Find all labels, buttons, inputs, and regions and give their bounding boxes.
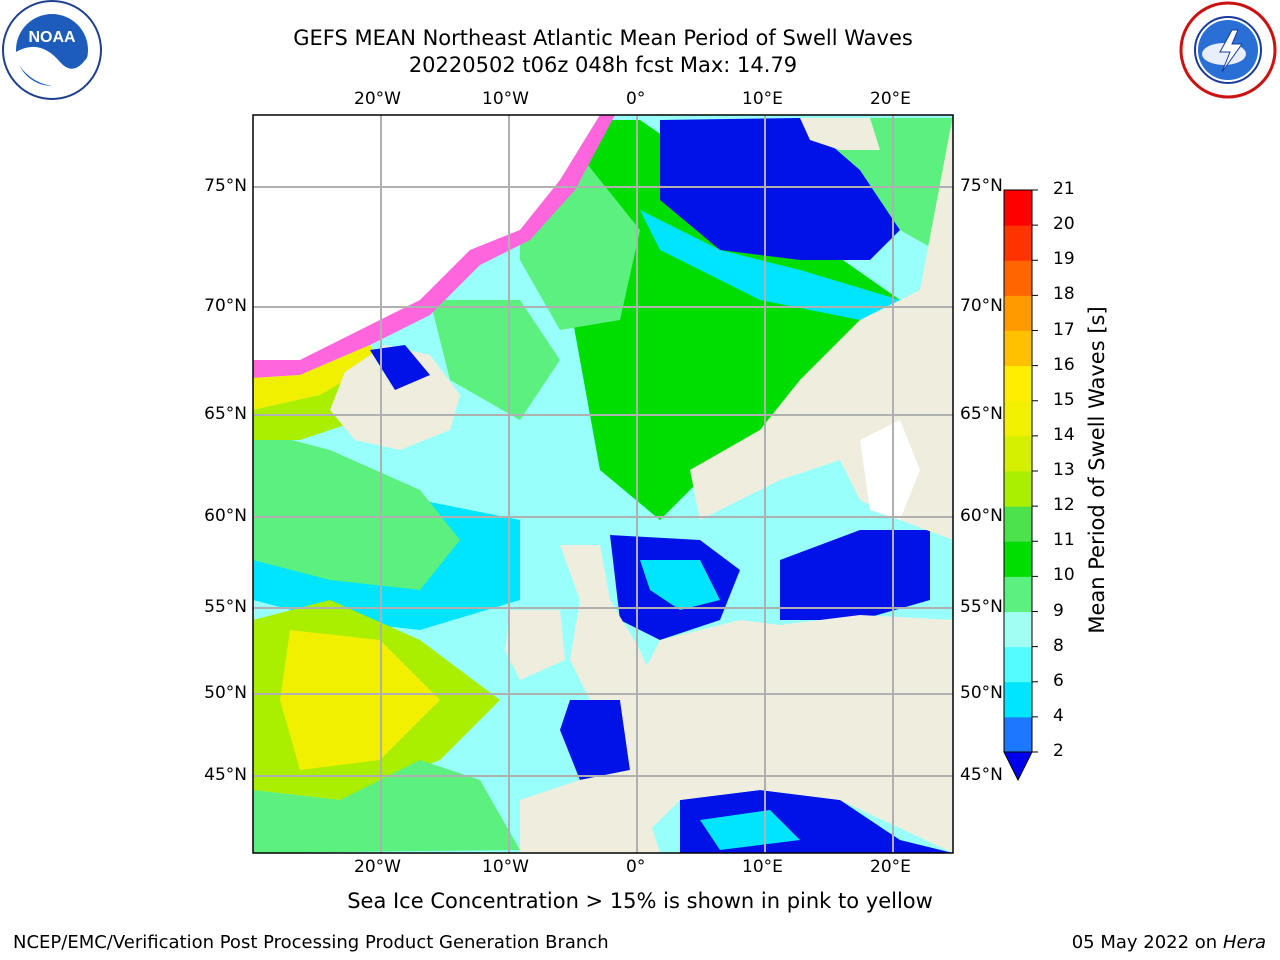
lat-label-right: 60°N	[960, 506, 1003, 526]
colorbar-tick-label: 20	[1053, 214, 1075, 235]
colorbar-segment	[1004, 295, 1032, 331]
colorbar-tick-label: 9	[1053, 600, 1064, 621]
lat-label-right: 75°N	[960, 176, 1003, 196]
colorbar-segment	[1004, 365, 1032, 402]
lon-label-bottom: 0°	[626, 857, 646, 877]
lon-label-top: 20°W	[354, 89, 401, 109]
colorbar-tick-label: 8	[1053, 635, 1064, 656]
colorbar-segment	[1004, 190, 1032, 226]
iberia-land	[520, 780, 660, 853]
colorbar-tick-label: 4	[1053, 705, 1064, 726]
swell-zone-cyan	[700, 810, 800, 850]
colorbar-segment	[1004, 646, 1032, 683]
ireland-land	[505, 610, 565, 680]
iceland-land	[330, 345, 460, 450]
lon-label-top: 0°	[626, 89, 646, 109]
colorbar-tick-label: 13	[1053, 460, 1075, 480]
swell-zone-deepblue	[560, 700, 630, 780]
colorbar-tick-label: 19	[1053, 249, 1075, 270]
swell-zone-cyan	[640, 210, 953, 330]
colorbar-tick-label: 16	[1053, 354, 1075, 375]
nws-logo-icon	[1176, 0, 1280, 100]
colorbar-tick-label: 10	[1053, 565, 1075, 586]
great-britain-land	[560, 545, 660, 700]
swell-zone-yellow	[280, 630, 440, 770]
colorbar-segment	[1004, 400, 1032, 437]
swell-zone-lightgreen	[800, 118, 953, 260]
chart-subtitle: 20220502 t06z 048h fcst Max: 14.79	[408, 53, 798, 77]
lon-label-bottom: 10°W	[482, 857, 529, 877]
baltic-ice-area	[860, 420, 920, 520]
footer-date: 05 May 2022 on Hera	[1072, 932, 1266, 953]
colorbar-segment	[1004, 576, 1032, 612]
colorbar-tick-label: 11	[1053, 530, 1075, 551]
lat-label-right: 70°N	[960, 296, 1003, 316]
colorbar-segment	[1004, 471, 1032, 507]
lon-label-bottom: 20°E	[870, 857, 911, 877]
swell-zone-lightgreen	[253, 430, 460, 590]
lon-label-bottom: 10°E	[742, 857, 783, 877]
colorbar-tick-label: 17	[1053, 319, 1075, 340]
footer-host: Hera	[1222, 932, 1266, 953]
svg-text:NOAA: NOAA	[28, 29, 76, 46]
swell-zone-deepblue	[660, 118, 900, 260]
chart-title: GEFS MEAN Northeast Atlantic Mean Period…	[293, 26, 913, 50]
colorbar-tick-label: 14	[1053, 424, 1075, 445]
lat-label-left: 50°N	[204, 683, 247, 703]
lat-label-left: 45°N	[204, 765, 247, 785]
lat-label-left: 60°N	[204, 506, 247, 526]
colorbar-tick-label: 18	[1053, 284, 1075, 305]
colorbar-segment	[1004, 716, 1032, 753]
lon-label-top: 10°W	[482, 89, 529, 109]
sea-ice-caption: Sea Ice Concentration > 15% is shown in …	[0, 889, 1280, 913]
lon-label-top: 20°E	[870, 89, 911, 109]
colorbar-segment	[1004, 435, 1032, 472]
noaa-logo-icon: NOAA	[0, 0, 104, 104]
footer-branch: NCEP/EMC/Verification Post Processing Pr…	[13, 932, 609, 953]
sea-ice-yellow	[253, 345, 380, 410]
lat-label-left: 75°N	[204, 176, 247, 196]
lat-label-left: 65°N	[204, 404, 247, 424]
colorbar-tick-label: 6	[1053, 670, 1064, 691]
colorbar-segment	[1004, 225, 1032, 261]
colorbar-label: Mean Period of Swell Waves [s]	[1085, 306, 1109, 634]
colorbar-segment	[1004, 260, 1032, 296]
lat-label-right: 65°N	[960, 404, 1003, 424]
colorbar-segment	[1004, 506, 1032, 542]
lon-label-bottom: 20°W	[354, 857, 401, 877]
colorbar-segment	[1004, 330, 1032, 367]
lat-label-right: 45°N	[960, 765, 1003, 785]
swell-zone-lightgreen	[430, 300, 560, 420]
lat-label-right: 50°N	[960, 683, 1003, 703]
colorbar-extend-arrow	[1003, 751, 1033, 782]
colorbar-tick-label: 2	[1053, 741, 1064, 761]
colorbar-tick-label: 15	[1053, 389, 1075, 410]
lon-label-top: 10°E	[742, 89, 783, 109]
colorbar-segment	[1004, 541, 1032, 577]
colorbar-segment	[1004, 611, 1032, 648]
map-layers	[253, 115, 953, 853]
swell-zone-cyan	[640, 560, 720, 610]
lat-label-right: 55°N	[960, 597, 1003, 617]
caption-text: Sea Ice Concentration > 15% is shown in …	[347, 889, 933, 913]
colorbar-segment	[1004, 681, 1032, 718]
map-frame	[252, 114, 954, 854]
lat-label-left: 70°N	[204, 296, 247, 316]
greenland-ice-area	[253, 115, 600, 360]
svalbard-land	[800, 118, 880, 150]
footer-date-text: 05 May 2022 on	[1071, 932, 1218, 953]
swell-zone-lightgreen	[253, 760, 520, 853]
colorbar-tick-label: 21	[1053, 179, 1075, 199]
swell-zone-deepblue	[370, 345, 430, 390]
colorbar-tick-label: 12	[1053, 495, 1075, 516]
lat-label-left: 55°N	[204, 597, 247, 617]
